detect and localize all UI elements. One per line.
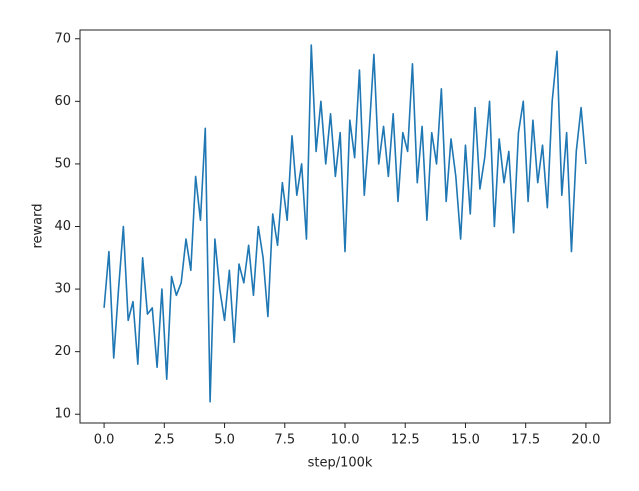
y-axis-label: reward bbox=[31, 203, 46, 248]
y-tick-label: 40 bbox=[54, 219, 71, 234]
x-tick-label: 5.0 bbox=[214, 433, 235, 448]
x-tick-label: 15.0 bbox=[451, 433, 480, 448]
x-tick-label: 2.5 bbox=[154, 433, 175, 448]
x-tick-label: 0.0 bbox=[94, 433, 115, 448]
plot-frame bbox=[79, 29, 611, 424]
y-tick-label: 30 bbox=[54, 282, 71, 297]
y-tick-label: 60 bbox=[54, 94, 71, 109]
x-tick-label: 17.5 bbox=[511, 433, 540, 448]
y-tick-label: 70 bbox=[54, 31, 71, 46]
x-tick-label: 7.5 bbox=[274, 433, 295, 448]
x-axis-label: step/100k bbox=[308, 456, 373, 471]
x-tick-label: 10.0 bbox=[331, 433, 360, 448]
x-tick-label: 20.0 bbox=[571, 433, 600, 448]
data-line bbox=[103, 44, 587, 403]
y-tick-label: 10 bbox=[54, 407, 71, 422]
x-tick-label: 12.5 bbox=[391, 433, 420, 448]
y-tick-label: 20 bbox=[54, 344, 71, 359]
y-tick-label: 50 bbox=[54, 156, 71, 171]
